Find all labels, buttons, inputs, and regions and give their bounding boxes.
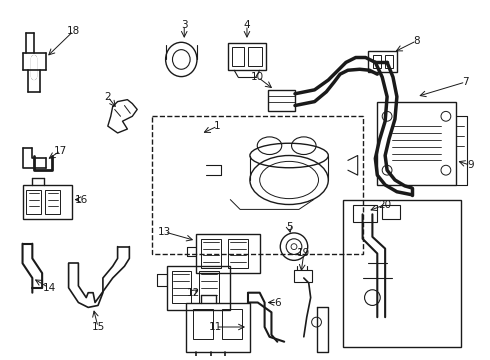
Bar	[193, 309, 213, 339]
Bar	[382, 204, 400, 219]
Text: 2: 2	[104, 92, 111, 102]
Text: 10: 10	[251, 72, 264, 82]
Text: 3: 3	[181, 20, 188, 30]
Bar	[45, 190, 60, 214]
Bar	[368, 51, 397, 72]
Text: 18: 18	[67, 26, 80, 36]
Bar	[167, 266, 230, 310]
Text: 9: 9	[467, 160, 474, 170]
Bar	[222, 309, 242, 339]
Bar	[228, 239, 248, 268]
Text: 20: 20	[379, 199, 392, 210]
Bar	[343, 199, 461, 347]
Bar	[172, 271, 191, 302]
Text: 13: 13	[158, 227, 172, 237]
Text: 4: 4	[244, 20, 250, 30]
Bar	[294, 270, 312, 282]
Text: 14: 14	[42, 283, 56, 293]
Text: 5: 5	[286, 222, 293, 232]
Bar	[186, 302, 250, 351]
Text: 8: 8	[413, 36, 420, 46]
Text: 1: 1	[214, 121, 221, 131]
Bar	[228, 43, 266, 70]
Bar	[373, 55, 381, 68]
Text: 12: 12	[186, 288, 200, 298]
Bar	[23, 185, 72, 219]
Bar	[199, 271, 219, 302]
Text: 11: 11	[209, 322, 222, 332]
Text: 15: 15	[91, 322, 105, 332]
Bar	[26, 190, 41, 214]
Bar	[353, 204, 377, 222]
Text: 7: 7	[462, 77, 469, 87]
Bar	[152, 116, 363, 253]
Bar	[232, 47, 244, 66]
Text: 6: 6	[274, 297, 281, 307]
Text: 17: 17	[54, 145, 68, 156]
Bar	[385, 55, 393, 68]
Bar	[268, 90, 295, 111]
Bar	[377, 102, 456, 185]
Text: 19: 19	[297, 248, 311, 258]
Bar	[201, 239, 220, 268]
Bar	[248, 47, 262, 66]
Bar	[196, 234, 260, 273]
Text: 16: 16	[74, 195, 88, 204]
